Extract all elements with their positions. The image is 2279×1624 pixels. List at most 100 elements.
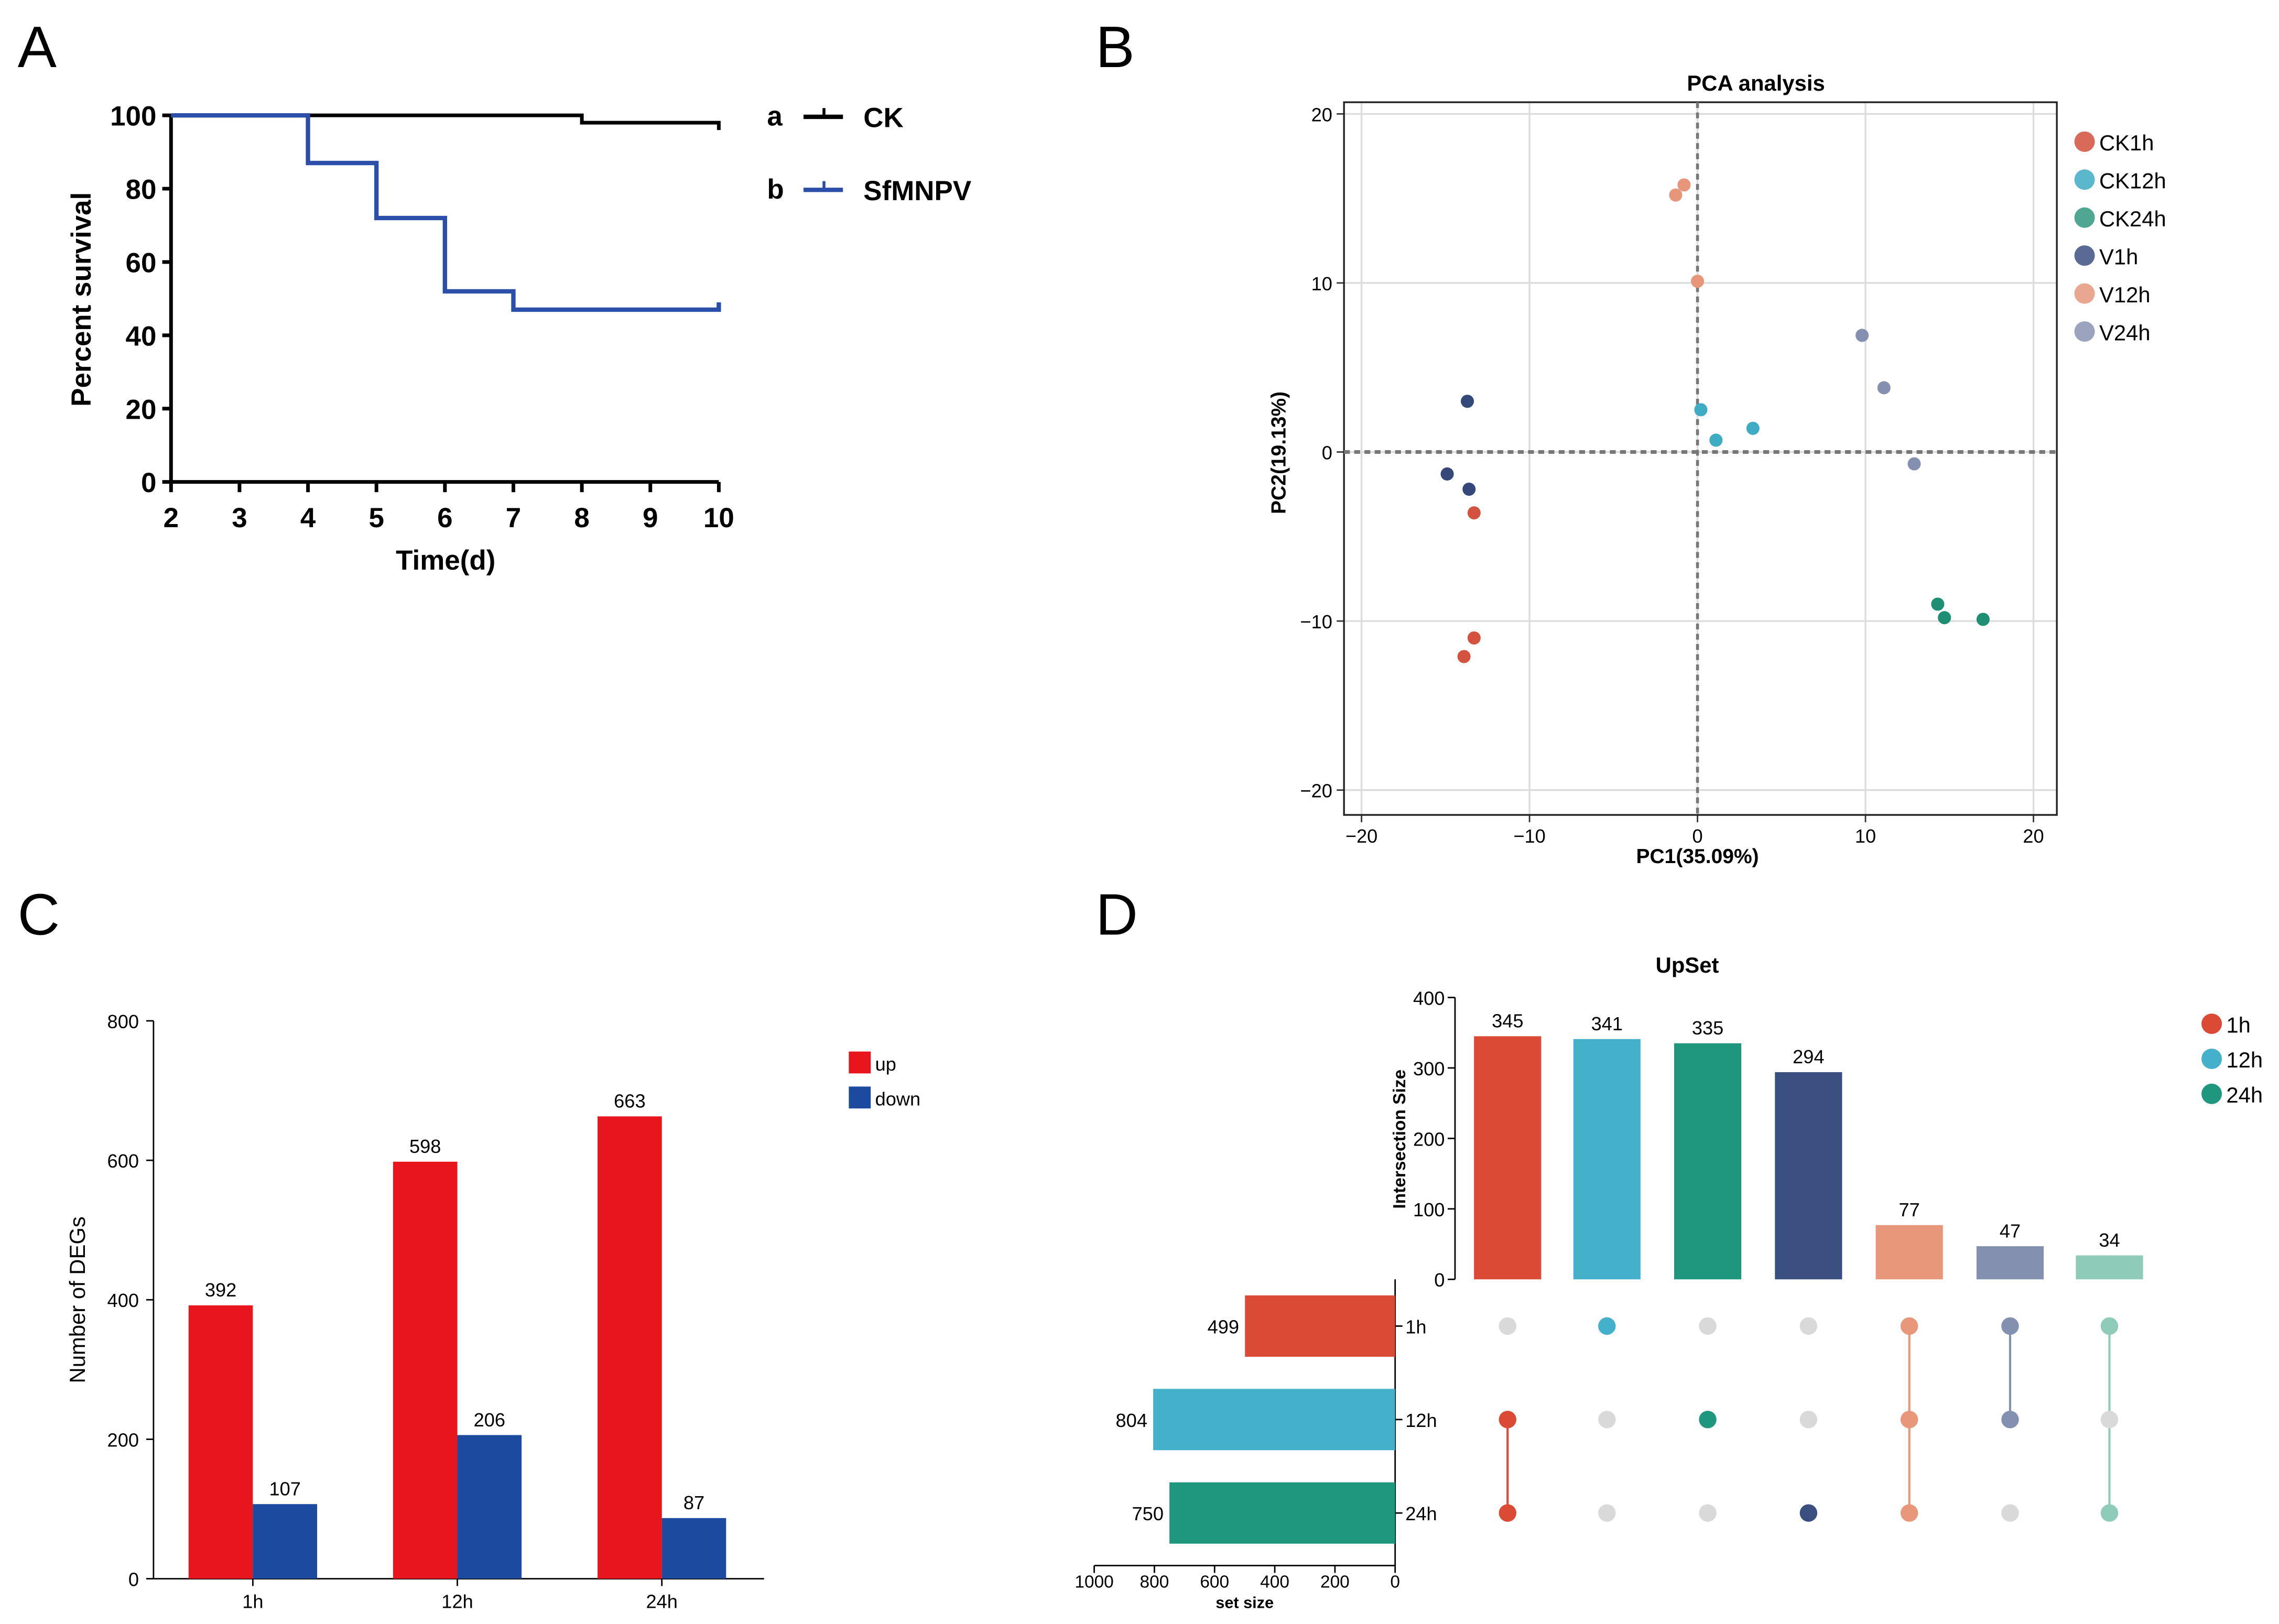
- set-size-label: 750: [1132, 1503, 1164, 1524]
- bar-up-24h: [598, 1116, 662, 1579]
- legend-label: CK24h: [2099, 206, 2166, 231]
- intersection-bar: [1573, 1039, 1641, 1280]
- y-tick-label: 300: [1413, 1058, 1445, 1080]
- x-tick-label: 800: [1140, 1572, 1169, 1592]
- y-tick-label: 20: [126, 394, 157, 425]
- x-tick-label: 7: [506, 503, 521, 533]
- matrix-dot-inactive: [1799, 1317, 1818, 1335]
- legend-marker-icon: [2201, 1013, 2222, 1034]
- legend-letter: b: [767, 174, 784, 205]
- y-tick-label: 400: [1413, 987, 1445, 1009]
- data-label: 392: [205, 1279, 236, 1301]
- chart-title: UpSet: [1656, 953, 1719, 977]
- bar-down-12h: [457, 1435, 522, 1579]
- data-point-v1h: [1460, 395, 1474, 408]
- legend-marker-icon: [2074, 131, 2095, 152]
- deg-bar-chart: 0 200 400 600 800 Number of DEGs 1h 392 107 12h 59…: [65, 1011, 920, 1612]
- y-tick-label: 100: [1413, 1199, 1445, 1220]
- data-label: 206: [474, 1409, 505, 1431]
- panel-label-b: B: [1095, 14, 1134, 80]
- panel-label-c: C: [18, 882, 60, 947]
- y-axis-label: Number of DEGs: [65, 1216, 90, 1383]
- data-point-v1h: [1440, 467, 1454, 481]
- legend-marker-icon: [2201, 1048, 2222, 1069]
- set-size-label: 499: [1208, 1316, 1239, 1337]
- legend-label: V12h: [2099, 282, 2151, 307]
- data-point-ck12h: [1746, 421, 1760, 435]
- legend-label: CK1h: [2099, 130, 2154, 155]
- data-label: 107: [269, 1478, 300, 1499]
- data-point-ck12h: [1709, 433, 1723, 447]
- matrix-dot-inactive: [1699, 1504, 1717, 1522]
- upset-chart: UpSet 0 100 200 300 400 Intersection Size 345 34…: [1075, 953, 2263, 1611]
- set-name-label: 12h: [1405, 1410, 1437, 1431]
- x-tick-label: −10: [1513, 825, 1545, 847]
- x-tick-label: 6: [437, 503, 452, 533]
- set-name-label: 24h: [1405, 1503, 1437, 1524]
- y-tick-label: 0: [1322, 442, 1332, 463]
- intersection-bar: [1474, 1036, 1542, 1280]
- legend-label: V1h: [2099, 244, 2138, 269]
- y-tick-label: 0: [141, 467, 156, 498]
- set-size-label: 804: [1116, 1410, 1147, 1431]
- bar-down-1h: [253, 1504, 317, 1579]
- legend-label: V24h: [2099, 320, 2151, 345]
- intersection-bar: [1775, 1072, 1842, 1280]
- legend-label: 12h: [2226, 1048, 2263, 1072]
- data-point-ck1h: [1457, 650, 1471, 663]
- panel-label-a: A: [18, 14, 57, 80]
- set-name-label: 1h: [1405, 1316, 1426, 1337]
- data-point-v12h: [1669, 188, 1683, 202]
- data-label: 34: [2099, 1229, 2120, 1251]
- matrix-dot-active: [1598, 1317, 1616, 1335]
- y-tick-label: 200: [107, 1429, 139, 1451]
- y-tick-label: 600: [107, 1150, 139, 1172]
- survival-line-ck: [171, 113, 721, 130]
- data-point-v1h: [1462, 482, 1476, 496]
- legend-label: up: [875, 1053, 896, 1075]
- y-tick-label: 200: [1413, 1128, 1445, 1150]
- data-label: 345: [1492, 1010, 1523, 1032]
- legend-letter: a: [767, 101, 783, 132]
- matrix-dot-active: [1699, 1411, 1717, 1429]
- y-tick-label: 800: [107, 1011, 139, 1032]
- y-tick-label: 20: [1311, 104, 1332, 125]
- data-point-v12h: [1677, 178, 1691, 192]
- data-point-v24h: [1907, 457, 1921, 471]
- y-tick-label: 40: [126, 321, 157, 352]
- data-label: 47: [2000, 1220, 2021, 1241]
- x-tick-label: 24h: [646, 1590, 677, 1612]
- data-point-v24h: [1877, 381, 1891, 395]
- x-tick-label: 600: [1200, 1572, 1229, 1592]
- matrix-dot-inactive: [1499, 1317, 1517, 1335]
- data-label: 87: [683, 1492, 704, 1513]
- x-tick-label: 1h: [242, 1590, 263, 1612]
- x-tick-label: 4: [300, 503, 316, 533]
- x-tick-label: 9: [643, 503, 658, 533]
- y-tick-label: 10: [1311, 273, 1332, 295]
- y-tick-label: 80: [126, 175, 157, 205]
- intersection-bar: [1674, 1043, 1742, 1280]
- legend-label: SfMNPV: [863, 176, 971, 206]
- legend-label: down: [875, 1088, 921, 1110]
- data-point-v12h: [1691, 275, 1705, 288]
- data-point-ck1h: [1467, 506, 1481, 520]
- set-size-axis-label: set size: [1216, 1594, 1274, 1611]
- legend-marker-icon: [2074, 169, 2095, 190]
- x-tick-label: 0: [1390, 1572, 1400, 1592]
- bar-up-1h: [188, 1305, 253, 1579]
- pca-chart: −20 −10 0 10 20 −20 −10 0 10 20 PCA analysis PC1(35…: [1268, 71, 2166, 868]
- data-label: 598: [409, 1136, 441, 1157]
- matrix-dot-inactive: [1699, 1317, 1717, 1335]
- matrix-dot-active: [1900, 1317, 1918, 1335]
- y-axis-label: Intersection Size: [1390, 1070, 1409, 1209]
- legend-label: 24h: [2226, 1083, 2263, 1107]
- matrix-dot-active: [2001, 1411, 2019, 1429]
- x-tick-label: 1000: [1075, 1572, 1113, 1592]
- y-tick-label: −20: [1300, 780, 1332, 802]
- set-size-bar-1h: [1245, 1295, 1395, 1357]
- x-tick-label: 5: [368, 503, 384, 533]
- bar-up-12h: [393, 1161, 458, 1579]
- y-tick-label: −10: [1300, 611, 1332, 633]
- x-tick-label: 200: [1320, 1572, 1350, 1592]
